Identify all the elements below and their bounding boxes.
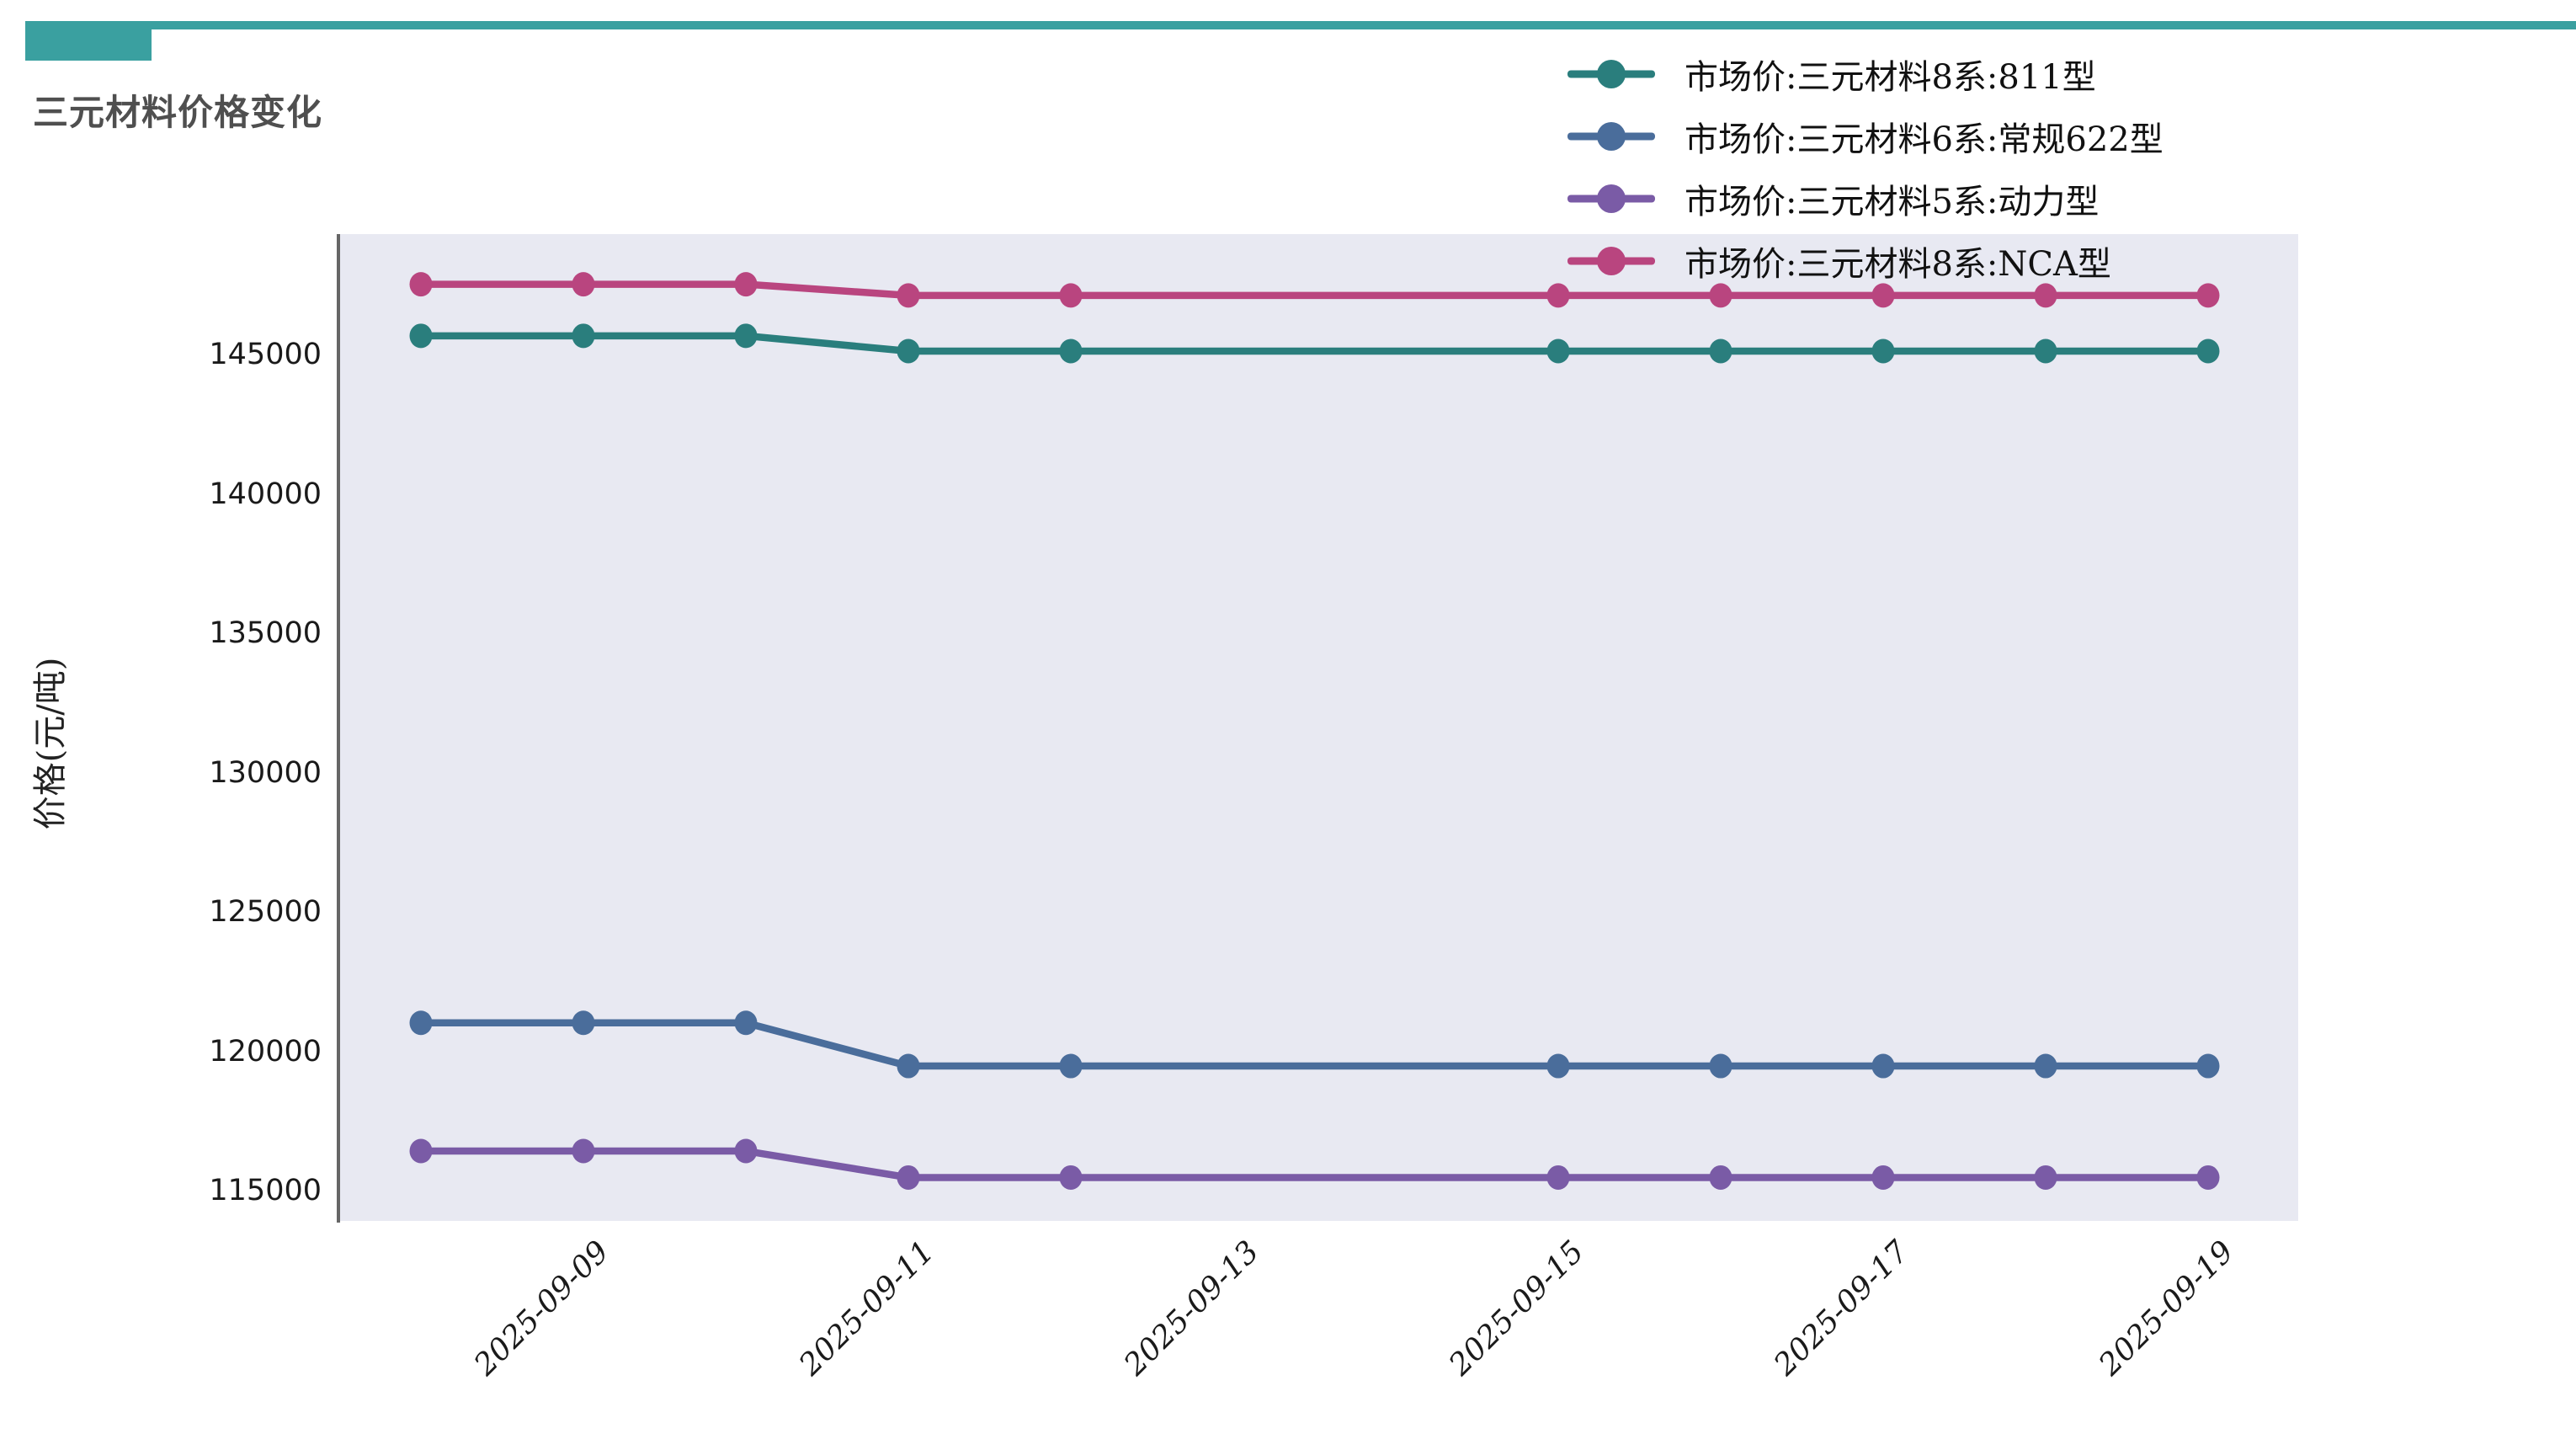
data-point	[572, 323, 595, 349]
data-point	[572, 1010, 595, 1036]
data-point	[2196, 1165, 2220, 1190]
data-point	[1546, 283, 1570, 308]
data-point	[572, 1138, 595, 1164]
legend-dot-icon	[1597, 184, 1626, 213]
legend-marker-icon	[1567, 168, 1655, 230]
data-point	[897, 1165, 920, 1190]
data-point	[1709, 1165, 1732, 1190]
y-tick-label: 120000	[209, 1034, 322, 1069]
data-point	[734, 323, 758, 349]
data-point	[572, 272, 595, 297]
data-point	[734, 1138, 758, 1164]
series-市场价:三元材料5系:动力型	[409, 1138, 2220, 1190]
data-point	[2034, 1165, 2057, 1190]
data-point	[1871, 283, 1895, 308]
series-line	[421, 332, 2208, 355]
x-tick-label: 2025-09-15	[1443, 1234, 1591, 1383]
legend-item: 市场价:三元材料8系:811型	[1567, 43, 2164, 105]
legend-dot-icon	[1597, 60, 1626, 88]
legend-marker-icon	[1567, 105, 1655, 168]
data-point	[1546, 1165, 1570, 1190]
data-point	[1709, 1053, 1732, 1079]
data-point	[1059, 1165, 1083, 1190]
data-point	[409, 1138, 433, 1164]
legend: 市场价:三元材料8系:811型市场价:三元材料6系:常规622型 市场价:三元材料…	[1567, 43, 2164, 292]
data-point	[1546, 1053, 1570, 1079]
chart-title: 三元材料价格变化	[33, 92, 323, 133]
data-point	[1546, 338, 1570, 364]
data-point	[1059, 283, 1083, 308]
data-point	[2034, 283, 2057, 308]
y-tick-label: 140000	[209, 477, 322, 511]
series-line	[421, 1019, 2208, 1070]
data-point	[2196, 1053, 2220, 1079]
legend-label: 市场价:三元材料8系:NCA型	[1685, 245, 2111, 284]
data-point	[409, 1010, 433, 1036]
y-tick-label: 115000	[209, 1174, 322, 1208]
header-accent-block	[25, 21, 152, 61]
y-axis-spine	[337, 234, 340, 1223]
data-point	[1709, 338, 1732, 364]
y-tick-label: 145000	[209, 338, 322, 372]
data-point	[897, 338, 920, 364]
series-市场价:三元材料8系:NCA型	[409, 272, 2220, 308]
y-tick-label: 125000	[209, 895, 322, 930]
data-point	[409, 272, 433, 297]
legend-dot-icon	[1597, 122, 1626, 151]
y-tick-label: 135000	[209, 616, 322, 651]
line-chart	[409, 272, 2220, 1190]
legend-label: 市场价:三元材料5系:动力型	[1685, 183, 2100, 221]
x-tick-label: 2025-09-19	[2093, 1234, 2241, 1383]
data-point	[1059, 1053, 1083, 1079]
x-tick-label: 2025-09-13	[1118, 1234, 1266, 1383]
legend-marker-icon	[1567, 43, 1655, 105]
data-point	[897, 283, 920, 308]
legend-label: 市场价:三元材料8系:811型	[1685, 58, 2096, 97]
data-point	[1871, 1053, 1895, 1079]
y-tick-label: 130000	[209, 755, 322, 790]
legend-marker-icon	[1567, 230, 1655, 292]
x-tick-label: 2025-09-09	[468, 1234, 616, 1383]
data-point	[734, 272, 758, 297]
plot-area	[340, 234, 2298, 1221]
data-point	[1059, 338, 1083, 364]
legend-label: 市场价:三元材料6系:常规622型	[1685, 120, 2164, 159]
data-point	[2196, 283, 2220, 308]
data-point	[1871, 1165, 1895, 1190]
series-line	[421, 1147, 2208, 1181]
series-市场价:三元材料8系:811型	[409, 323, 2220, 364]
data-point	[734, 1010, 758, 1036]
legend-dot-icon	[1597, 247, 1626, 275]
data-point	[1709, 283, 1732, 308]
data-point	[409, 323, 433, 349]
x-tick-label: 2025-09-17	[1768, 1234, 1916, 1383]
legend-item: 市场价:三元材料5系:动力型	[1567, 168, 2164, 230]
data-point	[897, 1053, 920, 1079]
header-accent-bar	[25, 21, 2576, 29]
legend-item: 市场价:三元材料8系:NCA型	[1567, 230, 2164, 292]
legend-item: 市场价:三元材料6系:常规622型	[1567, 105, 2164, 168]
x-tick-label: 2025-09-11	[793, 1234, 941, 1383]
series-市场价:三元材料6系:常规622型	[409, 1010, 2220, 1079]
data-point	[2034, 338, 2057, 364]
data-point	[1871, 338, 1895, 364]
series-line	[421, 280, 2208, 300]
data-point	[2034, 1053, 2057, 1079]
data-point	[2196, 338, 2220, 364]
